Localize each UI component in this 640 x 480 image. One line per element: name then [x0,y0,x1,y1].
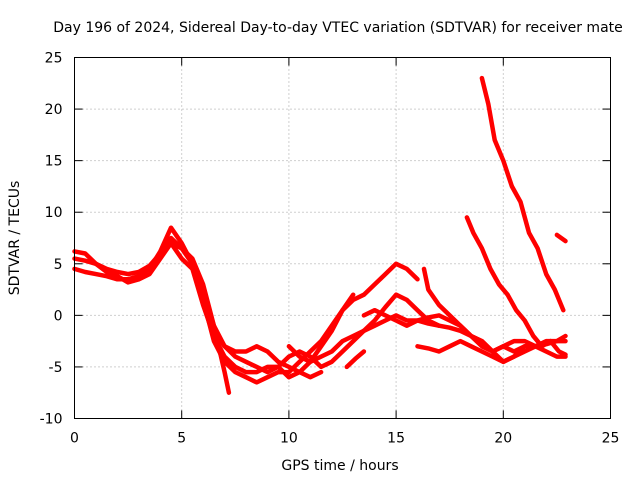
y-tick-label: -5 [49,360,63,376]
series-track-12 [554,232,568,244]
axis-ticks: 0 5 10 15 20 25 -10 -5 0 5 10 15 20 25 [40,51,620,447]
x-tick-label: 25 [602,431,620,447]
series-track-11 [479,75,566,313]
plot-frame [74,57,611,419]
series-track-1 [72,235,324,380]
series-track-9 [415,333,568,365]
series-track-10 [464,215,568,357]
series-track-4 [158,240,420,380]
y-axis-label: SDTVAR / TECUs [7,181,23,296]
grid [74,57,611,419]
y-tick-label: 0 [54,308,63,324]
series-track-8 [421,266,568,359]
x-tick-label: 20 [494,431,512,447]
data-series [72,75,568,395]
series-track-5 [200,292,442,375]
y-tick-label: 5 [54,257,63,273]
chart-title: Day 196 of 2024, Sidereal Day-to-day VTE… [53,20,623,36]
x-tick-label: 0 [70,431,79,447]
y-tick-label: 10 [45,205,63,221]
y-tick-label: -10 [40,412,63,428]
y-tick-label: 15 [45,154,63,170]
x-tick-label: 5 [177,431,186,447]
y-tick-label: 20 [45,102,63,118]
y-tick-label: 25 [45,51,63,67]
x-tick-label: 10 [280,431,298,447]
x-tick-label: 15 [387,431,405,447]
x-axis-label: GPS time / hours [281,458,398,474]
series-track-13 [344,349,367,370]
